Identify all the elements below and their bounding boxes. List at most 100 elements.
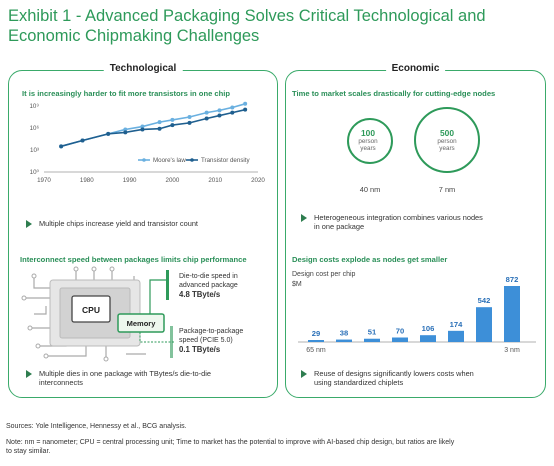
tech-bullet-2-line-1: Multiple dies in one package with TBytes… [39, 369, 211, 378]
tech-bullet-2: Multiple dies in one package with TBytes… [39, 369, 211, 387]
die-text-1: Die-to-die speed in [179, 273, 238, 280]
series-line [60, 108, 246, 148]
design-cost-bar-chart: Design cost per chip $M 29 38 51 70 106 174 542 8… [292, 271, 536, 354]
series-point [140, 124, 145, 129]
econ-bullet-2-line-1: Reuse of designs significantly lowers co… [314, 369, 474, 378]
legend-marker [142, 158, 146, 162]
cost-bar [448, 330, 464, 342]
circle-7nm-unit-1: person [437, 137, 457, 145]
interconnect-title: Interconnect speed between packages limi… [20, 255, 247, 264]
bar-value-label: 542 [478, 296, 491, 305]
circle-40nm-value: 100 [361, 128, 375, 138]
econ-bullet-2: Reuse of designs significantly lowers co… [314, 369, 474, 387]
series-point [243, 107, 248, 112]
circle-7nm-value: 500 [440, 128, 454, 138]
exhibit-title: Exhibit 1 - Advanced Packaging Solves Cr… [8, 6, 548, 46]
transistor-line-chart: 10⁰ 10³ 10⁶ 10⁹ 1970 1980 1990 2000 2010 2020 Moor… [29, 101, 265, 184]
cost-bar [364, 338, 380, 342]
circle-7nm-text: 500 person years [420, 128, 474, 153]
series-point [230, 105, 235, 110]
note-line-2: to stay similar. [6, 448, 51, 455]
series-point [217, 108, 222, 113]
bar-value-label: 70 [396, 327, 404, 336]
bar-value-label: 872 [506, 275, 519, 284]
series-point [123, 130, 128, 135]
time-to-market-title: Time to market scales drastically for cu… [292, 89, 496, 98]
cost-bar [392, 337, 408, 342]
series-point [230, 110, 235, 115]
series-point [157, 120, 162, 125]
x-tick-label: 1970 [37, 177, 51, 184]
sources-text: Sources: Yole Intelligence, Hennessy et … [6, 423, 187, 430]
series-point [170, 117, 175, 122]
series-point [140, 127, 145, 132]
x-tick-label: 2000 [166, 177, 180, 184]
economic-label: Economic [385, 63, 446, 74]
circle-40nm-unit-2: years [360, 145, 376, 152]
bullet-triangle-icon [26, 220, 32, 228]
series-point [204, 116, 209, 121]
y-tick-label: 10³ [30, 147, 39, 154]
node-40nm-label: 40 nm [359, 185, 381, 194]
series-point [204, 110, 209, 115]
note-line-1: Note: nm = nanometer; CPU = central proc… [6, 439, 455, 446]
technological-panel: Technological [8, 63, 278, 398]
bar-value-label: 106 [422, 324, 435, 333]
cost-bar [336, 339, 352, 342]
bar-value-label: 29 [312, 329, 320, 338]
series-point [187, 115, 192, 119]
legend-marker [190, 158, 194, 162]
circle-7nm [414, 107, 480, 173]
bar-value-label: 38 [340, 329, 348, 338]
circle-40nm [347, 118, 393, 164]
pkg-text-2: speed (PCIE 5.0) [179, 337, 233, 344]
series-point [243, 101, 248, 106]
economic-panel: Economic [285, 63, 546, 398]
series-point [187, 120, 192, 125]
memory-box [117, 313, 165, 333]
package-to-package-text: Package-to-package speed (PCIE 5.0) 0.1 … [179, 327, 243, 354]
series-point [106, 131, 111, 136]
series-point [157, 126, 162, 131]
x-tick-label: 1990 [123, 177, 137, 184]
x-tick-label: 65 nm [306, 347, 326, 354]
x-tick-label: 2010 [208, 177, 222, 184]
cost-bar [504, 286, 520, 342]
chip-diagram: CPU Memory [21, 266, 174, 362]
y-axis-label: Design cost per chip [292, 271, 356, 278]
bar-value-label: 51 [368, 328, 377, 337]
circle-40nm-text: 100 person years [345, 128, 391, 153]
pkg-speed: 0.1 TByte/s [179, 345, 221, 354]
die-speed: 4.8 TByte/s [179, 290, 221, 299]
x-tick-label: 1980 [80, 177, 94, 184]
design-cost-title: Design costs explode as nodes get smalle… [292, 255, 448, 264]
econ-bullet-1-line-2: in one package [314, 222, 365, 231]
circle-7nm-unit-2: years [439, 145, 455, 152]
series-point [123, 127, 128, 132]
cpu-label: CPU [82, 305, 100, 315]
series-point [80, 138, 85, 143]
technological-label: Technological [103, 63, 183, 74]
tech-bullet-2-line-2: interconnects [39, 378, 83, 387]
econ-bullet-1: Heterogeneous integration combines vario… [314, 213, 483, 231]
bar-value-label: 174 [450, 320, 463, 329]
node-7nm-label: 7 nm [438, 185, 456, 194]
die-to-die-text: Die-to-die speed in advanced package 4.8… [179, 272, 238, 299]
series-point [170, 123, 175, 128]
x-tick-label: 3 nm [504, 347, 520, 354]
note-text: Note: nm = nanometer; CPU = central proc… [6, 438, 546, 456]
bullet-triangle-icon [301, 370, 307, 378]
cost-bar [476, 307, 492, 342]
title-line-2: Economic Chipmaking Challenges [8, 27, 260, 45]
pkg-text-1: Package-to-package [179, 328, 244, 335]
y-tick-label: 10⁶ [30, 125, 40, 132]
x-tick-label: 2020 [251, 177, 265, 184]
econ-bullet-2-line-2: using standardized chiplets [314, 378, 404, 387]
memory-label: Memory [127, 319, 157, 328]
series-point [59, 144, 64, 149]
bullet-triangle-icon [26, 370, 32, 378]
title-line-1: Exhibit 1 - Advanced Packaging Solves Cr… [8, 7, 486, 25]
series-point [217, 113, 222, 118]
transistor-chart-title: It is increasingly harder to fit more tr… [22, 89, 231, 98]
y-axis-unit: $M [292, 281, 302, 288]
